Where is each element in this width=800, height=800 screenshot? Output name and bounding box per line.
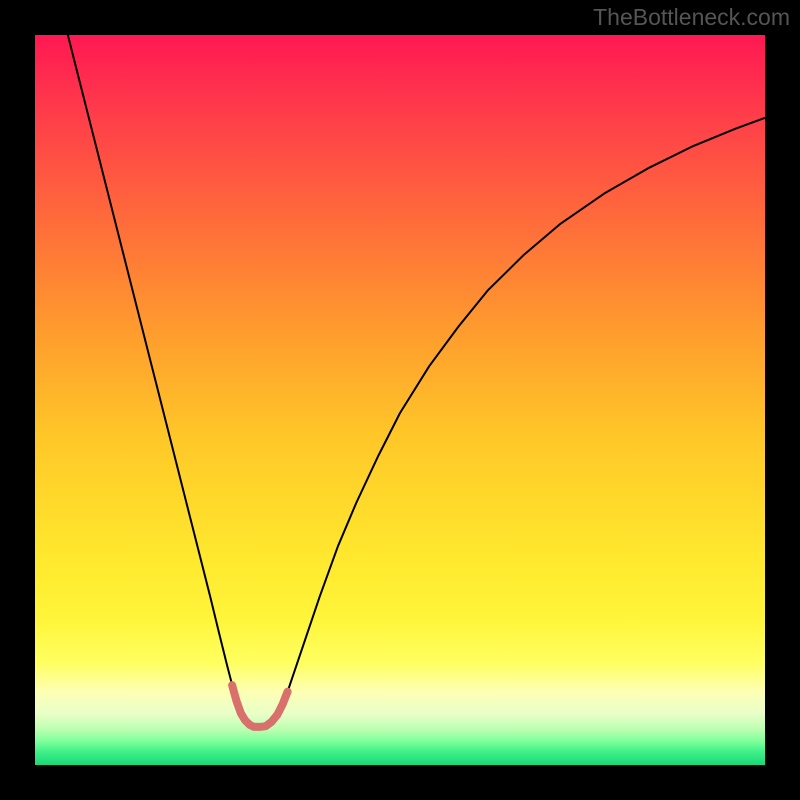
- bottleneck-curve: [68, 35, 765, 727]
- attribution-text: TheBottleneck.com: [593, 4, 790, 31]
- optimal-range-marker: [232, 685, 287, 727]
- plot-area: [35, 35, 765, 755]
- plot-curves: [35, 35, 765, 755]
